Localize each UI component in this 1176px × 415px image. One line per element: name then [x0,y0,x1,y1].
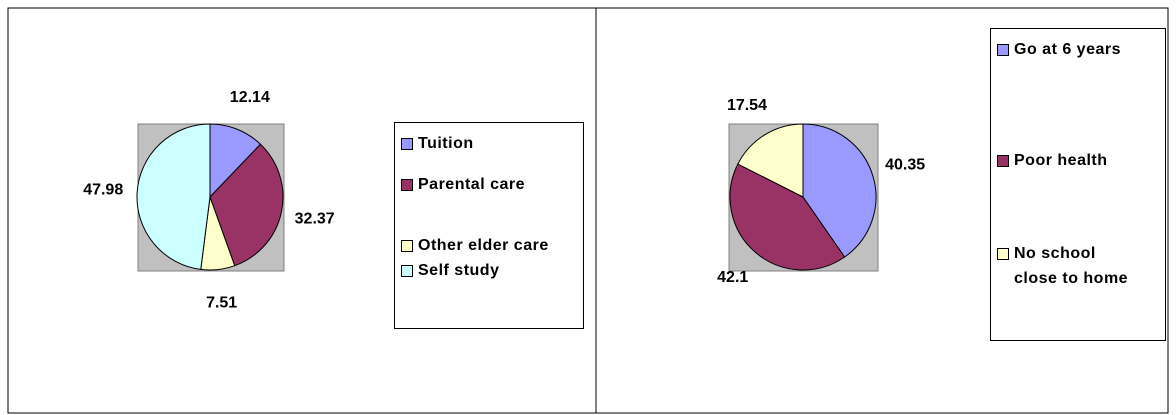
legend-label: Other elder care [418,237,549,254]
pie-slice [802,123,877,258]
legend-entry: Tuition [401,131,577,156]
legend-swatch [401,240,413,252]
legend-entry: No school close to home [997,241,1159,291]
data-label: 17.54 [727,97,767,114]
legend: Go at 6 years Poor health No school close … [990,28,1166,341]
legend-entry: Other elder care [401,233,577,258]
legend-swatch [401,265,413,277]
legend-entry: Poor health [997,148,1159,173]
data-label: 40.35 [885,156,925,173]
legend-swatch [997,155,1009,167]
legend: Tuition Parental care Other elder care Self… [394,122,584,329]
legend-swatch [997,248,1009,260]
legend-swatch [401,138,413,150]
legend-label: Go at 6 years [1014,41,1121,58]
pie-slice [209,143,284,267]
pie-slice [729,163,846,271]
data-label: 7.51 [206,295,237,312]
data-label: 42.1 [717,269,748,286]
pie-slice [136,123,211,270]
data-label: 47.98 [83,181,123,198]
legend-swatch [401,179,413,191]
legend-entry: Go at 6 years [997,37,1159,62]
legend-label: Tuition [418,135,474,152]
legend-label: Self study [418,262,500,279]
legend-entry: Self study [401,258,577,283]
legend-label: No school close to home [1014,245,1129,287]
legend-swatch [997,44,1009,56]
pie-slice [737,123,804,198]
data-label: 12.14 [230,89,270,106]
right-panel [595,7,1169,414]
legend-label: Parental care [418,176,526,193]
legend-entry: Parental care [401,172,577,197]
legend-label: Poor health [1014,152,1108,169]
data-label: 32.37 [295,210,335,227]
